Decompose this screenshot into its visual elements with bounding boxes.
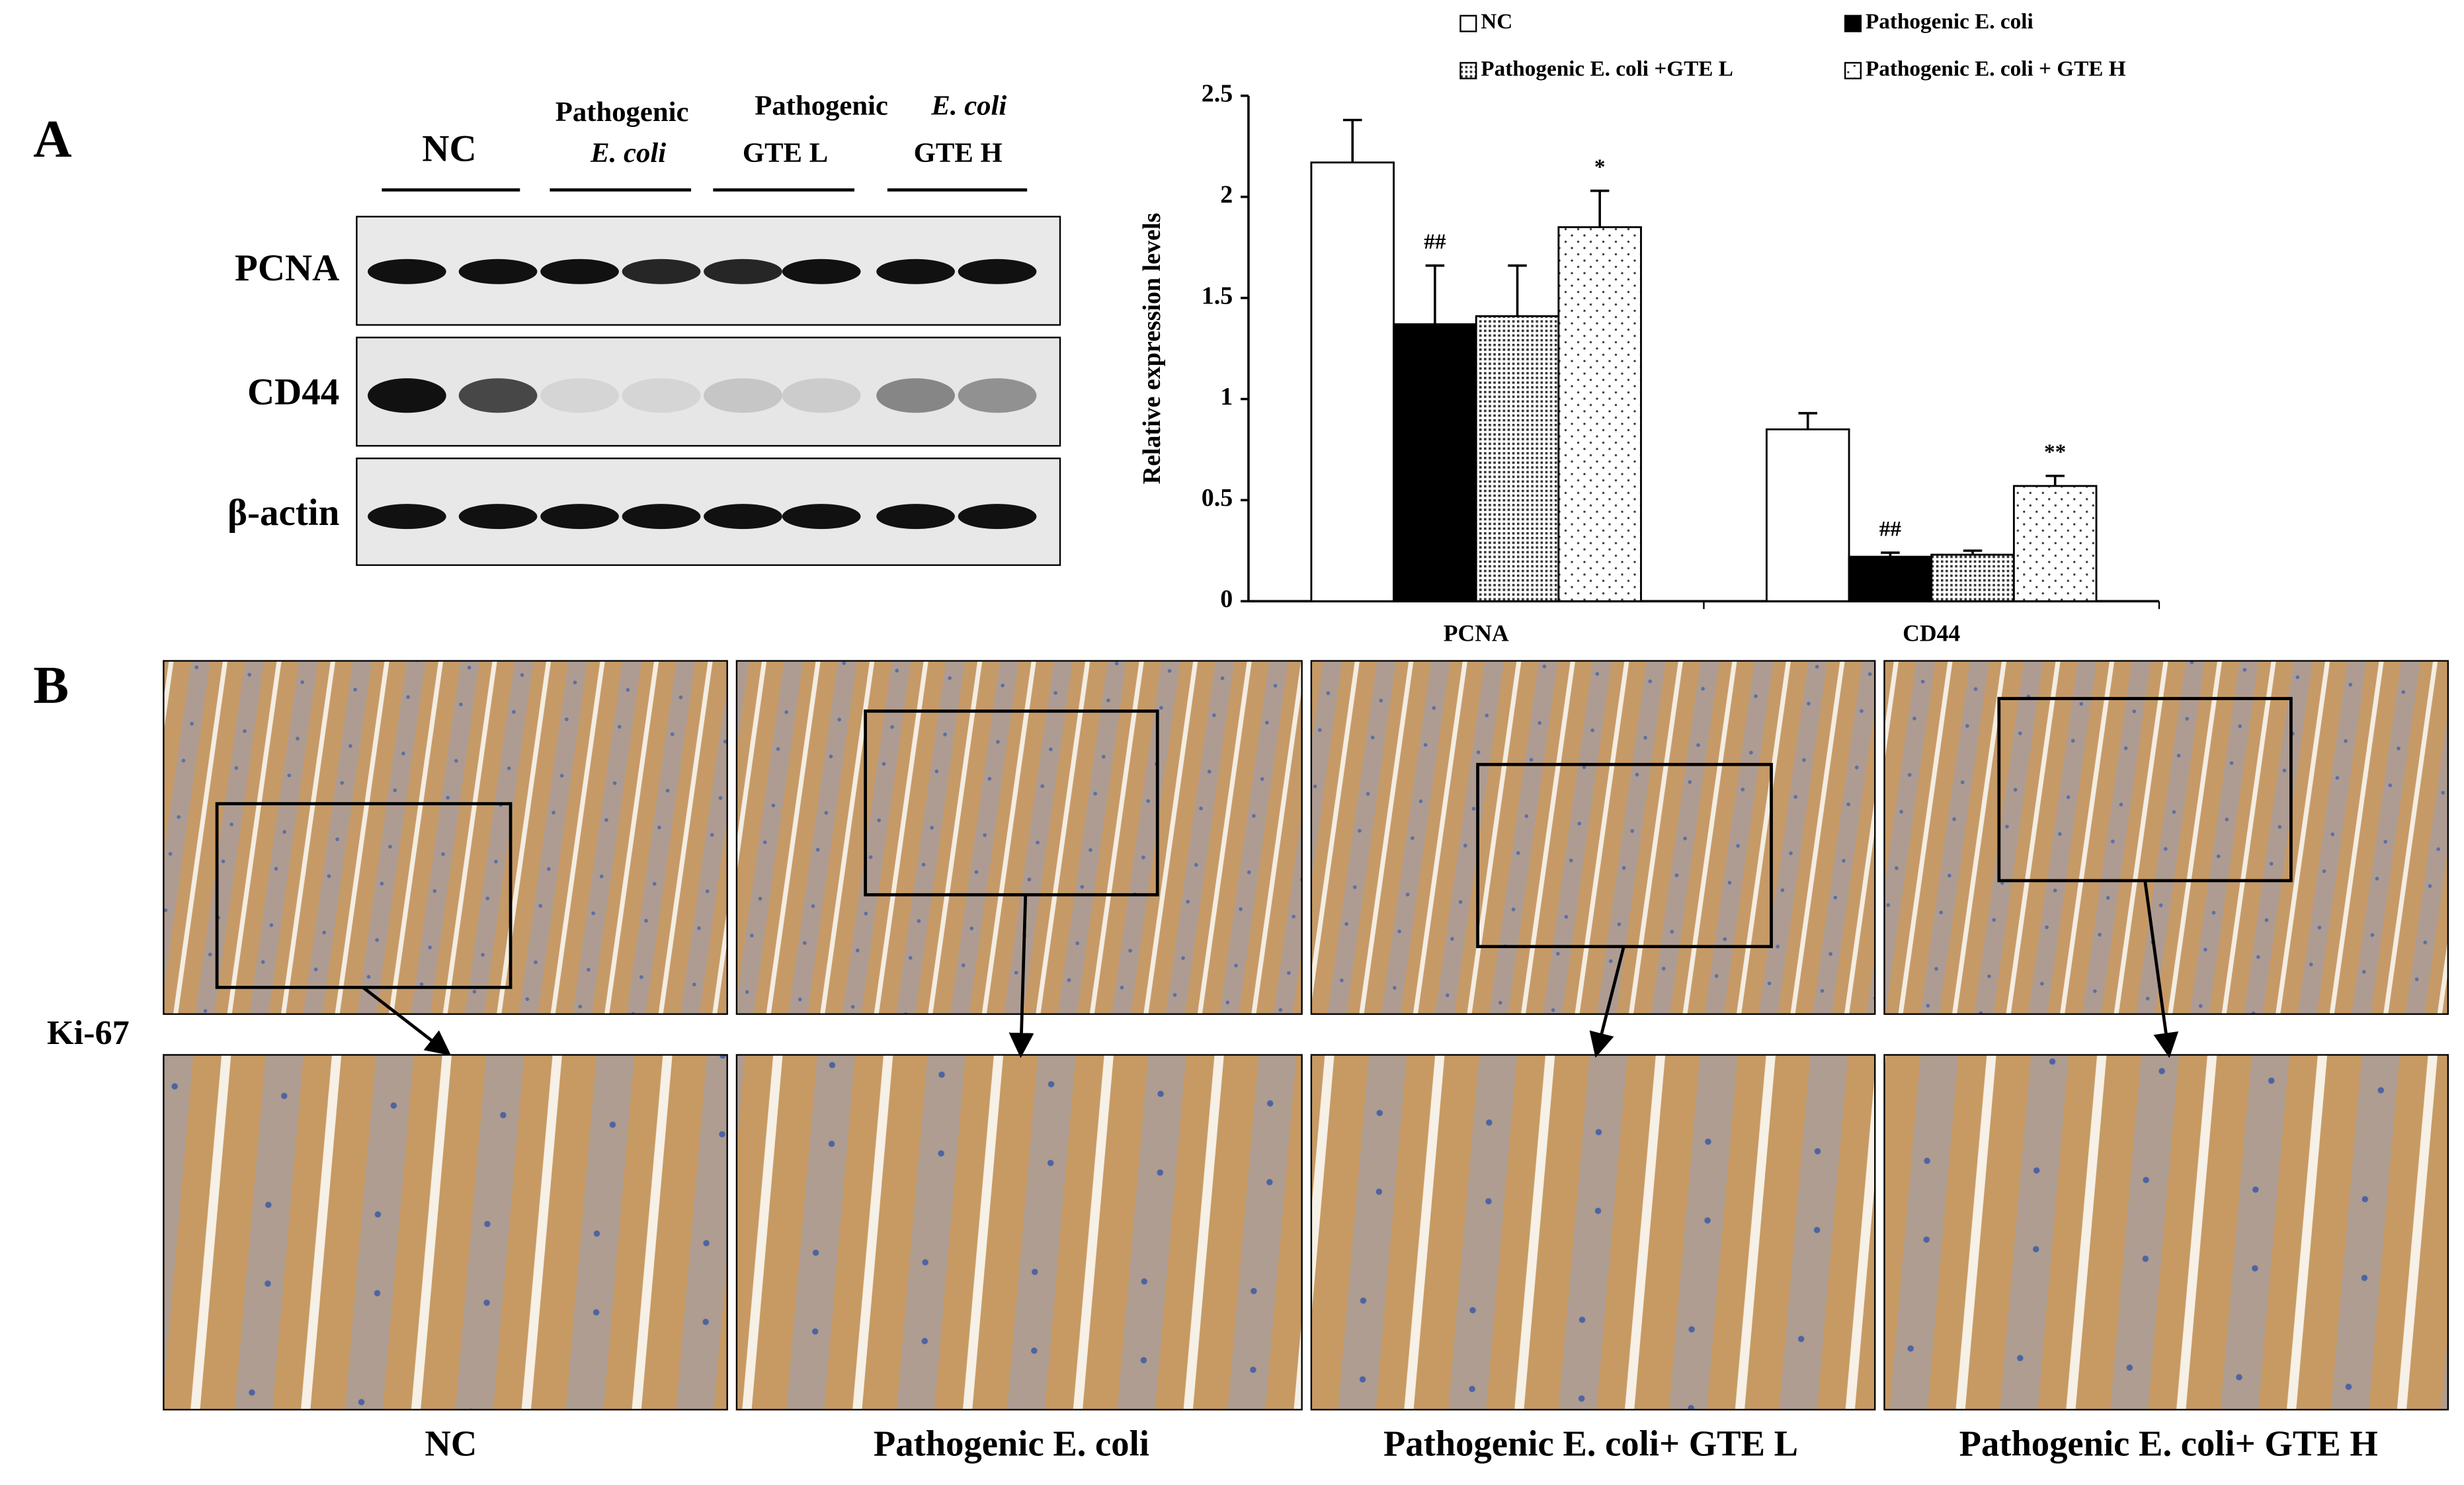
- inset-box: [864, 709, 1159, 897]
- blot-band: [782, 504, 861, 530]
- error-bar: [1963, 549, 1983, 555]
- micrograph: [1310, 660, 1876, 1015]
- inset-box: [1476, 762, 1773, 949]
- x-tick-label: CD44: [1903, 620, 1960, 647]
- lane-group-label: Pathogenic: [555, 97, 689, 128]
- panel-caption: Pathogenic E. coli+ GTE H: [1959, 1424, 2378, 1464]
- significance: ##: [1879, 516, 1902, 541]
- blot-band: [704, 504, 782, 530]
- blot-band: [958, 259, 1037, 284]
- blot-band: [782, 378, 861, 413]
- blot-band: [367, 378, 446, 413]
- lane-group-label: GTE H: [914, 138, 1003, 169]
- micrograph: [1310, 1054, 1876, 1411]
- panel-caption: Pathogenic E. coli+ GTE L: [1383, 1424, 1798, 1464]
- y-tick-label: 0.5: [1202, 484, 1233, 512]
- panel-caption: Pathogenic E. coli: [874, 1424, 1149, 1464]
- micrograph: [1883, 1054, 2449, 1411]
- micrograph: [1883, 660, 2449, 1015]
- y-tick-label: 0: [1220, 585, 1233, 613]
- error-bar: [1425, 264, 1445, 325]
- error-bar: [1798, 412, 1817, 430]
- legend-swatch: [1844, 15, 1862, 32]
- lane-group-label: E. coli: [590, 138, 666, 169]
- bar: [1475, 315, 1560, 602]
- arrow: [1008, 895, 1034, 1059]
- micrograph: [735, 1054, 1303, 1411]
- bar: [1848, 555, 1933, 602]
- y-tick-label: 2: [1220, 181, 1233, 208]
- blot-band: [782, 259, 861, 284]
- error-bar: [1881, 551, 1900, 557]
- blot-row-label: β-actin: [227, 492, 339, 534]
- y-tick-label: 1: [1220, 383, 1233, 411]
- micrograph: [163, 1054, 728, 1411]
- error-bar: [1508, 264, 1527, 317]
- bar: [2012, 485, 2098, 602]
- significance: ##: [1424, 229, 1446, 254]
- legend-swatch: [1844, 61, 1862, 79]
- legend-swatch: [1459, 15, 1477, 32]
- bar: [1393, 323, 1477, 602]
- blot-band: [622, 504, 701, 530]
- blot-band: [367, 259, 446, 284]
- lane-group-label: GTE L: [743, 138, 828, 169]
- blot-row-label: CD44: [247, 371, 339, 413]
- blot-band: [704, 259, 782, 284]
- blot-band: [876, 378, 955, 413]
- blot-band: [958, 504, 1037, 530]
- blot-band: [458, 504, 538, 530]
- arrow: [362, 986, 452, 1056]
- legend-label: Pathogenic E. coli: [1866, 9, 2033, 34]
- stain-label: Ki-67: [47, 1014, 130, 1052]
- blot-band: [458, 259, 538, 284]
- arrow: [2143, 880, 2179, 1059]
- lane-group-label: NC: [422, 128, 476, 169]
- bar: [1557, 226, 1642, 602]
- micrograph: [735, 660, 1303, 1015]
- blot-band: [622, 378, 701, 413]
- blot-band: [704, 378, 782, 413]
- significance: *: [1594, 155, 1606, 179]
- legend-label: NC: [1481, 9, 1512, 34]
- blot-row-label: PCNA: [235, 247, 339, 289]
- blot-band: [540, 504, 619, 530]
- panel-label: A: [33, 110, 71, 169]
- legend-swatch: [1459, 61, 1477, 79]
- blot-band: [876, 504, 955, 530]
- bar: [1310, 161, 1395, 602]
- blot-band: [622, 259, 701, 284]
- x-tick-label: PCNA: [1444, 620, 1509, 647]
- bar: [1765, 428, 1850, 602]
- blot-band: [458, 378, 538, 413]
- y-tick-label: 1.5: [1202, 282, 1233, 309]
- blot-band: [367, 504, 446, 530]
- lane-group-label: Pathogenic: [755, 91, 888, 122]
- arrow: [1589, 946, 1625, 1058]
- legend-label: Pathogenic E. coli +GTE L: [1481, 56, 1733, 81]
- panel-caption: NC: [425, 1424, 477, 1464]
- blot-band: [540, 378, 619, 413]
- panel-label: B: [33, 656, 69, 715]
- legend-label: Pathogenic E. coli + GTE H: [1866, 56, 2126, 81]
- y-axis-title: Relative expression levels: [1138, 213, 1166, 485]
- significance: **: [2044, 440, 2066, 464]
- y-tick-label: 2.5: [1202, 80, 1233, 108]
- error-bar: [1590, 189, 1610, 227]
- error-bar: [2045, 474, 2065, 487]
- blot-band: [540, 259, 619, 284]
- error-bar: [1342, 118, 1362, 163]
- blot-band: [876, 259, 955, 284]
- lane-group-label: E. coli: [930, 91, 1006, 122]
- micrograph: [163, 660, 728, 1015]
- bar: [1930, 553, 2015, 602]
- blot-band: [958, 378, 1037, 413]
